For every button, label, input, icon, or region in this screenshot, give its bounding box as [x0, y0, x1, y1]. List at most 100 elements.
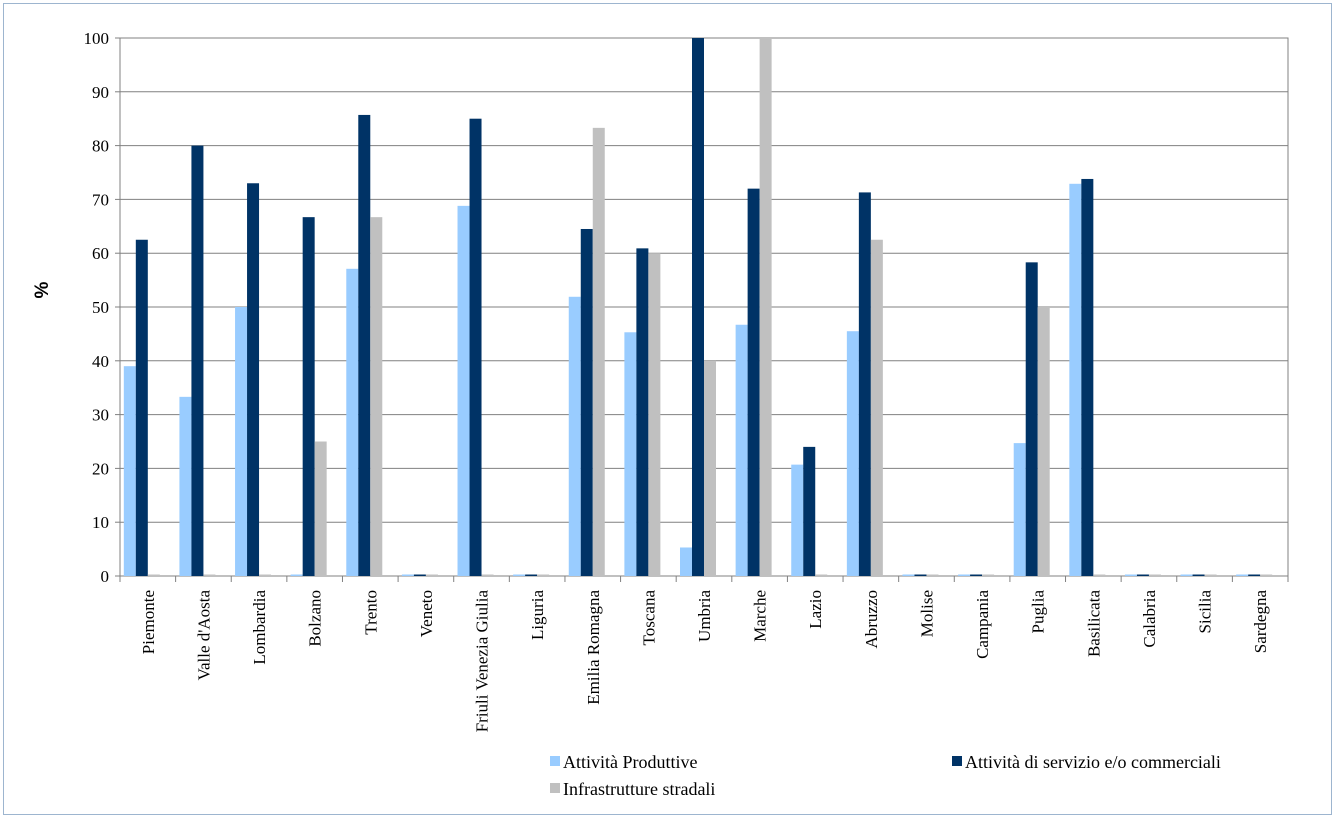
x-tick-label: Toscana — [639, 590, 658, 646]
bar — [680, 547, 692, 576]
bar — [1260, 574, 1273, 576]
bar — [958, 574, 971, 576]
x-tick-label: Lazio — [806, 590, 825, 629]
x-tick-label: Valle d'Aosta — [194, 590, 213, 681]
bar — [815, 574, 828, 576]
bar — [135, 239, 148, 576]
bar — [704, 360, 716, 576]
bar — [870, 239, 883, 576]
bar — [401, 574, 414, 576]
bar — [636, 248, 649, 576]
bar — [568, 296, 581, 576]
bar — [692, 38, 704, 576]
bar — [759, 38, 772, 576]
y-tick-label: 80 — [92, 137, 109, 156]
bar — [926, 574, 939, 576]
bar — [914, 574, 927, 576]
bar — [1037, 307, 1050, 576]
x-tick-label: Trento — [361, 590, 380, 635]
y-axis-label: % — [32, 281, 53, 298]
bar — [147, 574, 160, 576]
bar — [791, 464, 804, 576]
bar — [1081, 178, 1094, 576]
bar — [902, 574, 915, 576]
bar — [370, 217, 383, 577]
x-tick-label: Lombardia — [250, 590, 269, 665]
bar — [970, 574, 983, 576]
bar — [1148, 574, 1161, 576]
bar — [1069, 183, 1082, 576]
bar — [513, 574, 526, 576]
bar — [1136, 574, 1149, 576]
bar — [592, 127, 605, 576]
x-tick-label: Emilia Romagna — [584, 590, 603, 705]
y-tick-label: 60 — [92, 244, 109, 263]
x-tick-label: Piemonte — [139, 590, 158, 654]
bar — [537, 574, 550, 576]
bar — [457, 205, 470, 576]
bar — [259, 574, 272, 576]
bar — [203, 574, 216, 576]
bar — [413, 574, 426, 576]
x-tick-label: Calabria — [1140, 590, 1159, 648]
y-tick-label: 10 — [92, 513, 109, 532]
y-tick-label: 0 — [101, 567, 110, 586]
x-tick-label: Puglia — [1029, 590, 1048, 634]
bar — [314, 441, 327, 576]
bar — [123, 366, 136, 576]
bar — [1013, 443, 1026, 576]
x-tick-label: Friuli Venezia Giulia — [473, 590, 492, 733]
bar — [735, 324, 748, 576]
bar — [302, 217, 315, 577]
bar — [858, 192, 871, 576]
x-tick-label: Campania — [973, 590, 992, 659]
x-tick-label: Basilicata — [1084, 590, 1103, 657]
y-tick-label: 30 — [92, 406, 109, 425]
legend-label: Attività di servizio e/o commerciali — [965, 752, 1221, 772]
legend-label: Attività Produttive — [563, 752, 698, 772]
bar — [346, 268, 359, 576]
bar — [425, 574, 438, 576]
bar — [846, 331, 859, 576]
x-tick-label: Bolzano — [306, 590, 325, 647]
x-axis-ticks: Piemonte Valle d'Aosta Lombardia Bolzano Tre… — [119, 576, 1289, 733]
bar — [1093, 574, 1106, 576]
legend-swatch — [952, 756, 962, 766]
y-tick-label: 100 — [84, 29, 110, 48]
bar — [525, 574, 538, 576]
bar — [747, 188, 760, 576]
bar — [1204, 574, 1217, 576]
bar — [235, 307, 248, 576]
x-tick-label: Sardegna — [1251, 590, 1270, 654]
y-tick-label: 20 — [92, 459, 109, 478]
bar — [1025, 262, 1038, 576]
bar — [1192, 574, 1205, 576]
bar — [469, 118, 482, 576]
bar — [982, 574, 995, 576]
x-tick-label: Liguria — [528, 590, 547, 640]
bar — [1180, 574, 1193, 576]
bar — [290, 574, 303, 576]
bar — [803, 446, 816, 576]
bar — [1236, 574, 1249, 576]
bar — [580, 228, 593, 577]
x-tick-label: Umbria — [695, 590, 714, 642]
legend: Attività Produttive Attività di servizio … — [550, 752, 1221, 799]
bar — [1248, 574, 1261, 576]
x-tick-label: Veneto — [417, 590, 436, 637]
x-tick-label: Marche — [751, 590, 770, 642]
bar — [1124, 574, 1137, 576]
y-tick-label: 50 — [92, 298, 109, 317]
y-tick-label: 70 — [92, 190, 109, 209]
bar — [481, 574, 494, 576]
bar — [247, 183, 260, 576]
x-tick-label: Sicilia — [1196, 590, 1215, 634]
bar — [358, 114, 371, 577]
x-tick-label: Molise — [917, 590, 936, 637]
y-tick-label: 90 — [92, 83, 109, 102]
legend-swatch — [550, 783, 560, 793]
legend-swatch — [550, 756, 560, 766]
y-axis-ticks: 0 10 20 30 40 50 60 70 80 90 100 — [84, 29, 120, 586]
legend-label: Infrastrutture stradali — [563, 779, 715, 799]
